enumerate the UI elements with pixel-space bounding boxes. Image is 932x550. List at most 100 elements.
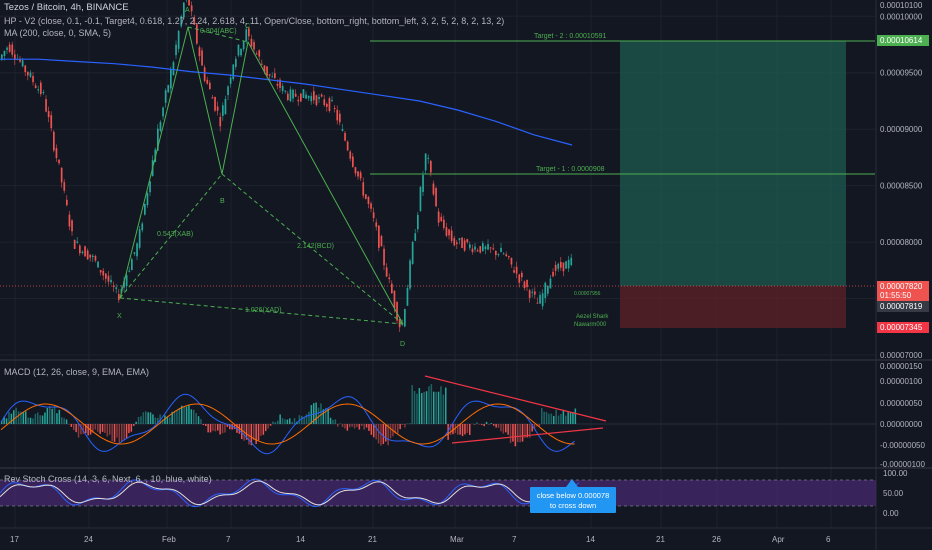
candle-body xyxy=(307,95,310,99)
macd-bar xyxy=(159,414,161,424)
stoch-annotation-box xyxy=(530,487,616,513)
candle-body xyxy=(331,100,333,102)
macd-bar xyxy=(82,424,85,434)
macd-bar xyxy=(488,424,490,425)
time-tick-label: 21 xyxy=(368,535,377,544)
candle-body xyxy=(201,50,203,66)
macd-bar xyxy=(92,424,94,433)
macd-bar xyxy=(548,413,550,424)
macd-tick-label: 0.00000100 xyxy=(880,377,923,386)
stoch-axis: 100.00 50.00 0.00 xyxy=(883,469,908,518)
macd-bar xyxy=(202,424,205,425)
macd-bar xyxy=(70,424,73,427)
macd-bar xyxy=(109,424,111,435)
candle-body xyxy=(461,237,463,249)
macd-bar xyxy=(497,424,500,428)
candle-body xyxy=(344,132,346,141)
candle-body xyxy=(209,82,211,90)
candle-body xyxy=(50,115,53,129)
stoch-legend[interactable]: Rev Stoch Cross (14, 3, 6, Next, 6, , 10… xyxy=(4,474,212,484)
candle-body xyxy=(138,229,141,248)
macd-legend[interactable]: MACD (12, 26, close, 9, EMA, EMA) xyxy=(4,367,150,377)
price-tick-label: 0.00009000 xyxy=(880,125,923,134)
candle-body xyxy=(222,105,224,116)
macd-bar xyxy=(277,420,279,424)
macd-bar xyxy=(221,424,224,434)
macd-bar xyxy=(423,391,425,424)
indicator-hp-legend[interactable]: HP - V2 (close, 0.1, -0.1, Target4, 0.61… xyxy=(4,16,505,26)
candle-body xyxy=(105,273,107,279)
macd-bar xyxy=(473,424,476,426)
candle-body xyxy=(102,270,105,276)
indicator-ma-legend[interactable]: MA (200, close, 0, SMA, 5) xyxy=(4,28,112,38)
time-tick-label: 17 xyxy=(10,535,19,544)
candle-body xyxy=(430,160,432,173)
macd-bar xyxy=(269,424,272,426)
macd-bar xyxy=(123,424,125,440)
macd-bar xyxy=(200,419,202,424)
candle-body xyxy=(518,274,521,283)
macd-bar xyxy=(224,424,226,433)
candle-body xyxy=(500,247,502,253)
candle-body xyxy=(294,93,297,97)
candle-body xyxy=(370,203,372,209)
ratio-xad: 1.026(XAD) xyxy=(245,307,282,314)
candle-body xyxy=(125,275,128,287)
candle-body xyxy=(513,270,515,273)
macd-bar xyxy=(152,414,154,424)
macd-bar xyxy=(44,412,46,424)
macd-bar xyxy=(284,419,286,424)
candle-body xyxy=(505,254,508,256)
macd-bar xyxy=(421,393,423,424)
small-price-label: 0.00007956 xyxy=(574,291,601,297)
candle-body xyxy=(1,54,3,60)
stoch-d-line xyxy=(0,480,580,506)
candle-body xyxy=(279,79,281,88)
macd-bar xyxy=(293,418,296,424)
candle-body xyxy=(437,211,440,223)
macd-bar xyxy=(157,417,159,424)
author-line-1: Aezel Shark xyxy=(576,314,609,320)
candle-body xyxy=(216,106,219,111)
time-tick-label: 24 xyxy=(84,535,93,544)
candle-body xyxy=(456,242,458,245)
macd-bar xyxy=(377,424,380,444)
candle-body xyxy=(565,261,567,269)
macd-bar xyxy=(370,424,373,435)
macd-bar xyxy=(445,387,447,424)
candle-body xyxy=(250,38,253,47)
time-tick-label: 7 xyxy=(512,535,517,544)
macd-bar xyxy=(291,421,293,424)
candle-body xyxy=(492,248,495,250)
macd-bar xyxy=(305,414,308,424)
macd-bar xyxy=(529,424,531,438)
candle-body xyxy=(521,272,523,278)
time-axis[interactable]: 17 24 Feb 7 14 21 Mar 7 14 21 26 Apr 6 xyxy=(10,535,831,544)
price-tick-label: 0.00008500 xyxy=(880,182,923,191)
macd-bar xyxy=(80,424,82,435)
macd-bar xyxy=(233,424,236,430)
macd-bar xyxy=(358,424,361,430)
candle-body xyxy=(133,252,136,254)
candle-body xyxy=(458,238,461,241)
candle-body xyxy=(378,225,380,248)
macd-bar xyxy=(3,416,5,424)
candle-body xyxy=(310,95,313,102)
candle-body xyxy=(71,220,73,232)
macd-triangle xyxy=(424,375,607,444)
macd-bar xyxy=(574,408,577,424)
macd-bar xyxy=(39,415,41,424)
macd-bar xyxy=(8,411,10,424)
macd-bar xyxy=(505,424,507,433)
candle-body xyxy=(484,246,487,250)
macd-bar xyxy=(147,412,149,424)
candle-body xyxy=(326,103,328,107)
macd-bar xyxy=(130,424,133,432)
candle-body xyxy=(297,99,300,102)
macd-bar xyxy=(469,424,471,435)
candle-body xyxy=(474,246,476,250)
macd-bar xyxy=(545,412,548,424)
ratio-xab: 0.543(XAB) xyxy=(157,231,193,238)
candle-body xyxy=(107,275,110,282)
